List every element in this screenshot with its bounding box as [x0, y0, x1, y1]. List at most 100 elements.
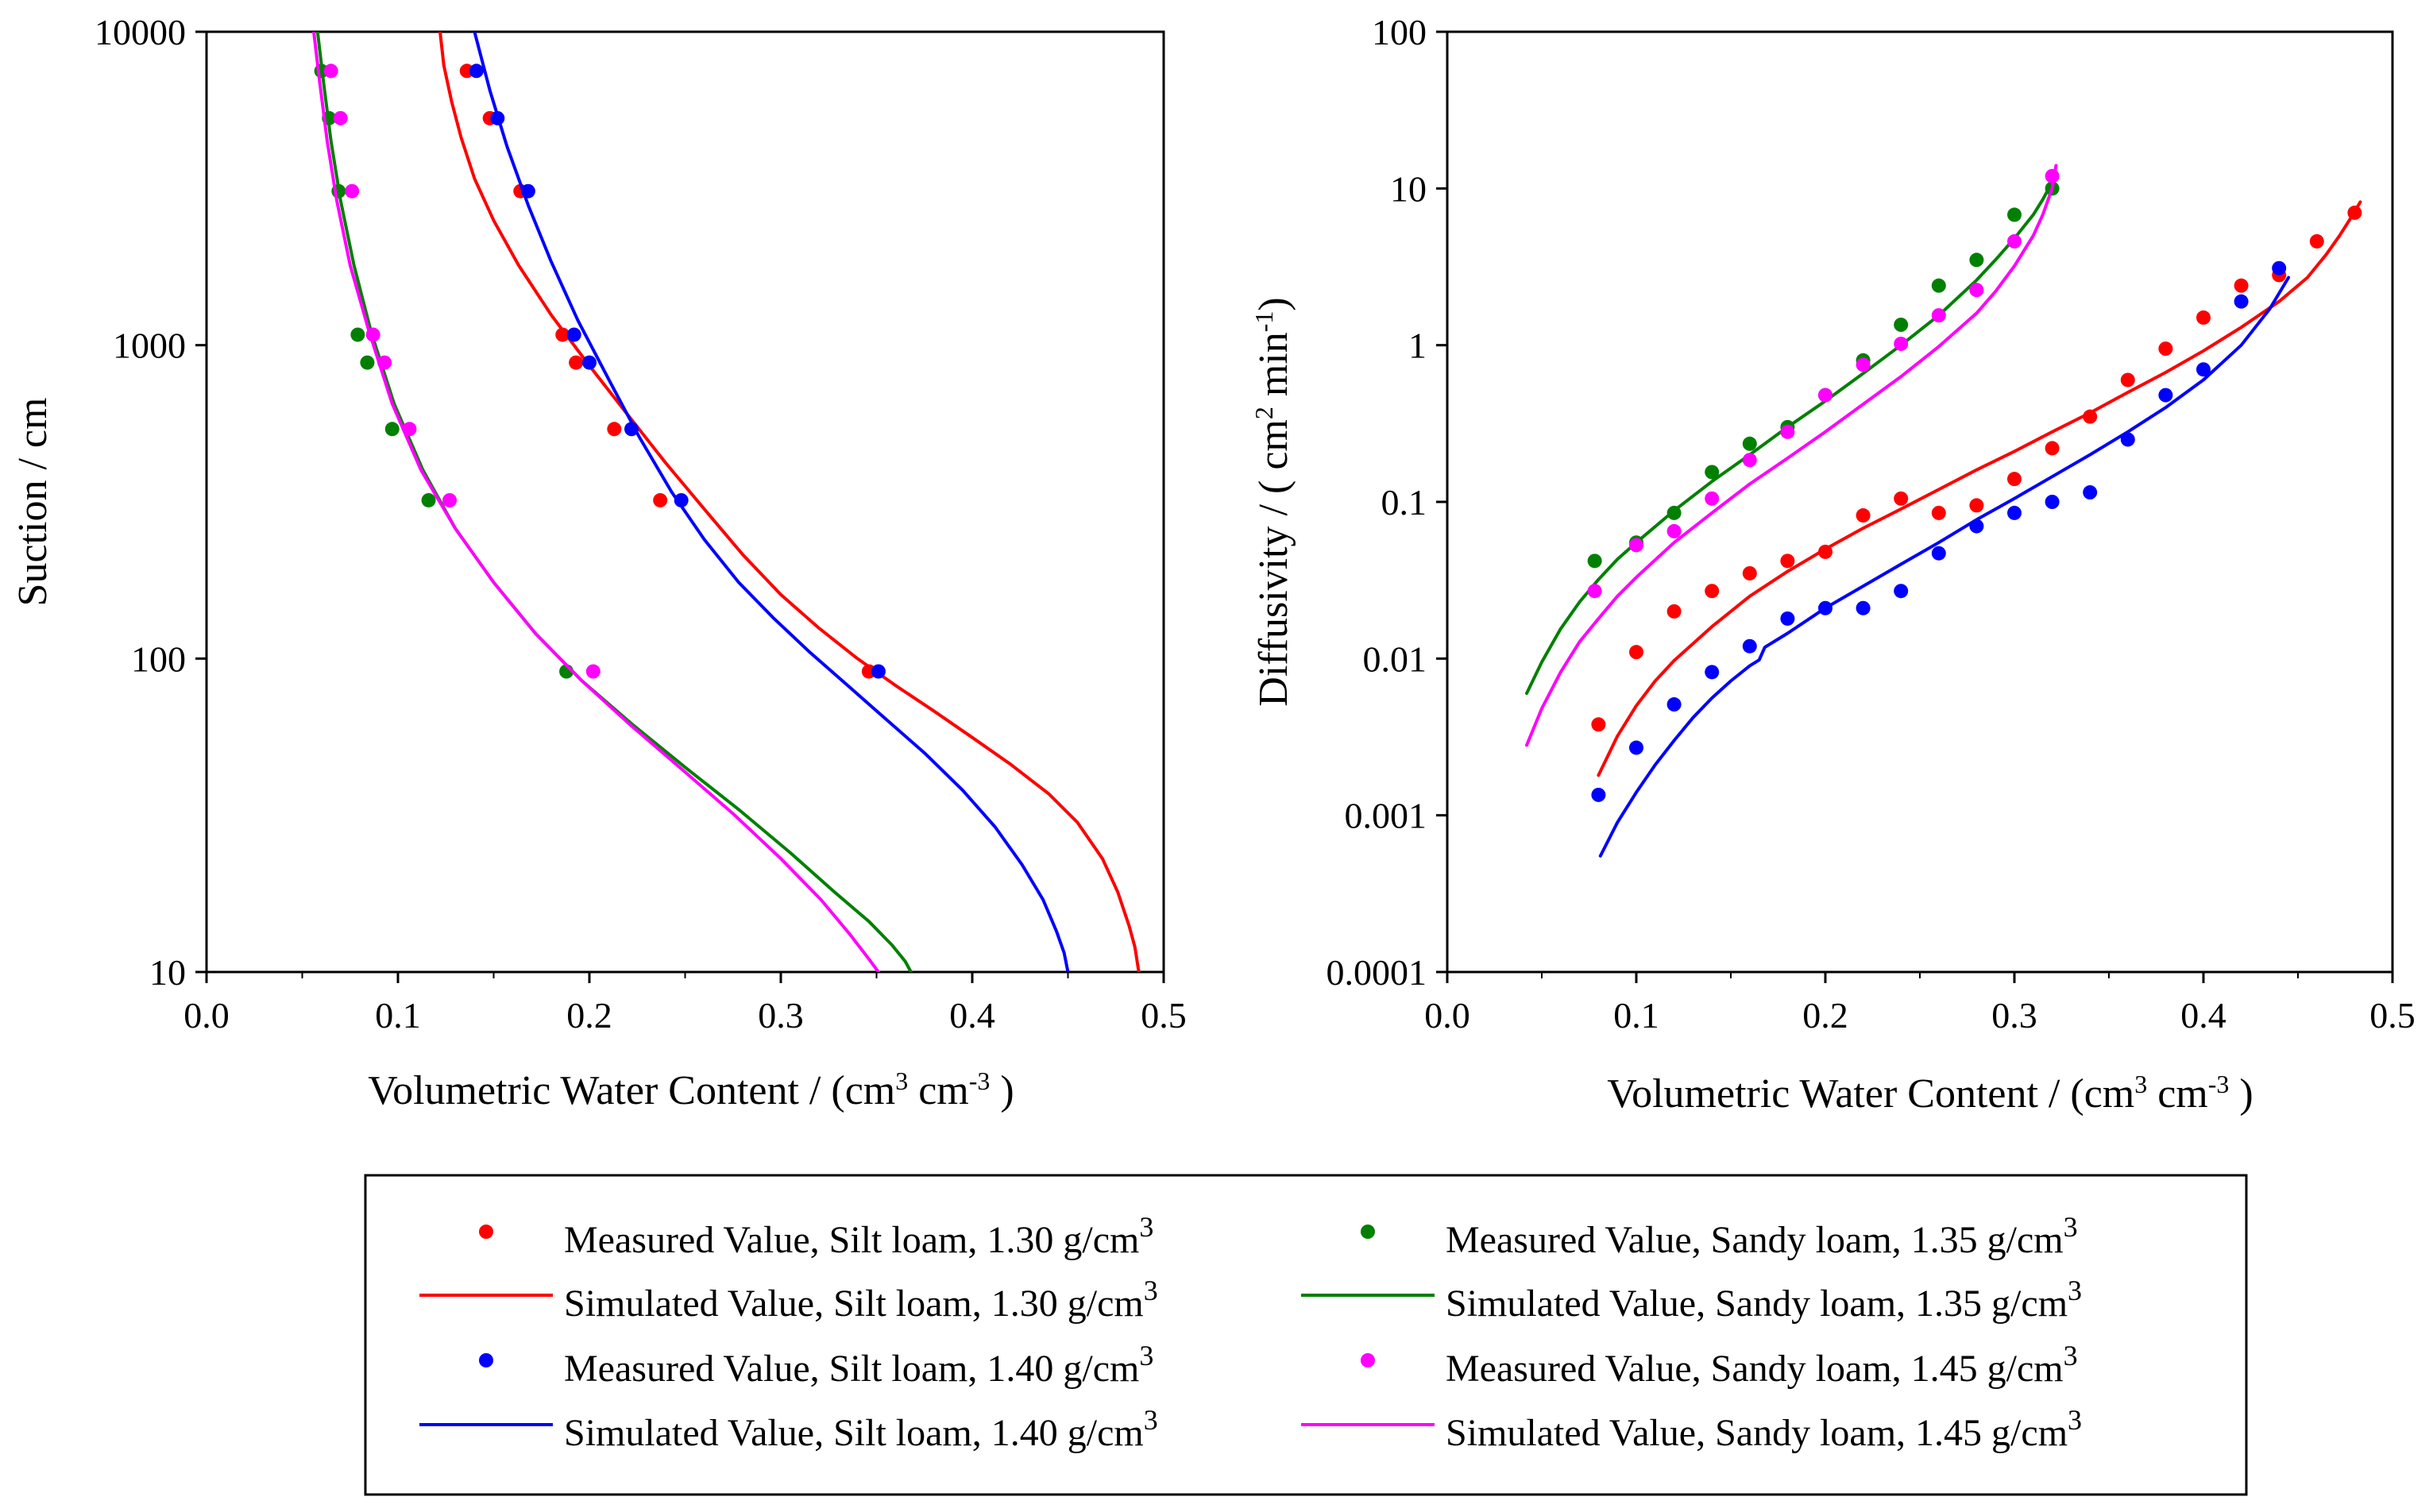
left-x-tick-label: 0.3	[758, 995, 804, 1036]
right-y-tick-label: 1	[1408, 326, 1427, 366]
right-measured-value-sandy-loam-1-45-g-cm3-point	[1894, 336, 1909, 351]
right-measured-value-silt-loam-1-30-g-cm3-point	[1969, 498, 1984, 513]
left-measured-value-silt-loam-1-30-g-cm3-point	[607, 422, 622, 437]
legend-measured-value-sandy-loam-1-45-g-cm-label: Measured Value, Sandy loam, 1.45 g/cm3	[1446, 1340, 2078, 1390]
right-measured-value-silt-loam-1-30-g-cm3-point	[1780, 554, 1795, 569]
left-x-tick-label: 0.4	[949, 995, 995, 1036]
left-axis-ticks: 0.0 0.1 0.2 0.3 0.4 0.5 10 100 1000 10000	[95, 12, 1187, 1036]
right-measured-value-silt-loam-1-40-g-cm3-point	[1591, 787, 1606, 802]
left-y-tick-label: 10	[149, 952, 186, 993]
legend-simulated-value-silt-loam-1-30-g-cm-label: Simulated Value, Silt loam, 1.30 g/cm3	[564, 1275, 1158, 1325]
right-measured-value-sandy-loam-1-35-g-cm3-point	[1587, 554, 1602, 569]
right-measured-value-sandy-loam-1-45-g-cm3-point	[1742, 453, 1757, 468]
right-y-tick-label: 0.01	[1363, 638, 1427, 679]
right-measured-value-silt-loam-1-30-g-cm3-point	[1931, 505, 1946, 520]
left-simulated-value-silt-loam-1-30-g-cm3-line	[438, 32, 1141, 972]
left-measured-value-sandy-loam-1-45-g-cm3-point	[585, 664, 601, 679]
right-measured-value-silt-loam-1-40-g-cm3-point	[2272, 260, 2287, 276]
right-measured-value-silt-loam-1-40-g-cm3-point	[1705, 665, 1720, 680]
left-measured-value-sandy-loam-1-35-g-cm3-point	[384, 422, 400, 437]
right-simulated-value-silt-loam-1-30-g-cm3-line	[1597, 200, 2362, 777]
right-axis-ticks: 0.0 0.1 0.2 0.3 0.4 0.5 0.0001 0.001 0.01 0.1 1 10 1…	[1327, 12, 2416, 1036]
legend-simulated-value-silt-loam-1-40-g-cm-label: Simulated Value, Silt loam, 1.40 g/cm3	[564, 1404, 1158, 1454]
left-measured-value-sandy-loam-1-45-g-cm3-point	[333, 110, 348, 125]
right-y-tick-label: 0.001	[1345, 796, 1427, 836]
right-measured-value-silt-loam-1-40-g-cm3-point	[2196, 362, 2211, 377]
right-chart-marks	[1525, 164, 2362, 858]
right-x-tick-label: 0.4	[2180, 995, 2226, 1036]
left-simulated-value-sandy-loam-1-45-g-cm3-line	[312, 32, 880, 972]
right-x-tick-label: 0.0	[1424, 995, 1470, 1036]
legend-simulated-value-sandy-loam-1-45-g-cm-label: Simulated Value, Sandy loam, 1.45 g/cm3	[1446, 1404, 2082, 1454]
left-measured-value-silt-loam-1-30-g-cm3-point	[569, 355, 584, 370]
legend-measured-value-silt-loam-1-30-g-cm-marker	[479, 1225, 493, 1239]
right-chart-panel: 0.0 0.1 0.2 0.3 0.4 0.5 0.0001 0.001 0.01 0.1 1 10 1…	[1249, 12, 2416, 1117]
right-measured-value-silt-loam-1-40-g-cm3-point	[2007, 505, 2022, 520]
left-y-axis-title: Suction / cm	[10, 398, 56, 607]
right-measured-value-sandy-loam-1-45-g-cm3-point	[1969, 283, 1984, 298]
right-measured-value-sandy-loam-1-35-g-cm3-point	[1969, 253, 1984, 268]
right-measured-value-silt-loam-1-40-g-cm3-point	[1666, 697, 1682, 712]
legend-measured-value-sandy-loam-1-35-g-cm-marker	[1361, 1225, 1375, 1239]
right-measured-value-silt-loam-1-30-g-cm3-point	[2158, 341, 2173, 357]
left-chart-panel: 0.0 0.1 0.2 0.3 0.4 0.5 10 100 1000 10000 Volumet…	[10, 12, 1187, 1113]
right-measured-value-silt-loam-1-30-g-cm3-point	[1629, 645, 1643, 660]
left-measured-value-sandy-loam-1-45-g-cm3-point	[323, 64, 338, 79]
right-measured-value-sandy-loam-1-35-g-cm3-point	[2007, 207, 2022, 222]
legend-measured-value-sandy-loam-1-45-g-cm-marker	[1361, 1353, 1375, 1367]
right-measured-value-silt-loam-1-30-g-cm3-point	[2045, 441, 2060, 456]
left-y-tick-label: 100	[131, 638, 186, 679]
right-measured-value-sandy-loam-1-45-g-cm3-point	[1666, 523, 1682, 538]
left-measured-value-sandy-loam-1-45-g-cm3-point	[345, 183, 360, 199]
left-measured-value-sandy-loam-1-35-g-cm3-point	[421, 492, 436, 507]
right-x-axis-title: Volumetric Water Content / (cm3 cm-3 )	[1607, 1070, 2253, 1117]
left-measured-value-sandy-loam-1-35-g-cm3-point	[360, 355, 375, 370]
right-measured-value-silt-loam-1-30-g-cm3-point	[1856, 508, 1871, 523]
left-chart-marks	[312, 32, 1141, 972]
left-x-tick-label: 0.0	[183, 995, 230, 1036]
right-measured-value-sandy-loam-1-45-g-cm3-point	[1931, 308, 1946, 323]
left-measured-value-sandy-loam-1-35-g-cm3-point	[350, 327, 365, 342]
right-measured-value-silt-loam-1-40-g-cm3-point	[2158, 388, 2173, 403]
right-measured-value-silt-loam-1-30-g-cm3-point	[2309, 233, 2324, 249]
right-measured-value-sandy-loam-1-45-g-cm3-point	[1780, 424, 1795, 439]
right-measured-value-sandy-loam-1-45-g-cm3-point	[2007, 233, 2022, 249]
right-y-tick-label: 10	[1390, 168, 1427, 209]
right-measured-value-silt-loam-1-40-g-cm3-point	[2083, 485, 2098, 500]
legend-measured-value-sandy-loam-1-35-g-cm-label: Measured Value, Sandy loam, 1.35 g/cm3	[1446, 1211, 2078, 1261]
left-measured-value-silt-loam-1-30-g-cm3-point	[555, 327, 570, 342]
right-x-tick-label: 0.5	[2369, 995, 2416, 1036]
legend-frame	[364, 1174, 2248, 1496]
legend-simulated-value-sandy-loam-1-35-g-cm-label: Simulated Value, Sandy loam, 1.35 g/cm3	[1446, 1275, 2082, 1325]
right-y-axis-title: Diffusivity / ( cm2 min-1)	[1249, 297, 1296, 706]
right-simulated-value-silt-loam-1-40-g-cm3-line	[1598, 276, 2291, 858]
right-measured-value-sandy-loam-1-35-g-cm3-point	[1705, 465, 1720, 480]
right-measured-value-silt-loam-1-40-g-cm3-point	[2120, 432, 2135, 447]
legend-measured-value-silt-loam-1-40-g-cm-label: Measured Value, Silt loam, 1.40 g/cm3	[564, 1340, 1153, 1390]
right-measured-value-silt-loam-1-40-g-cm3-point	[1894, 584, 1909, 599]
left-x-tick-label: 0.1	[375, 995, 421, 1036]
left-x-tick-label: 0.2	[566, 995, 612, 1036]
left-y-tick-label: 1000	[113, 326, 186, 366]
right-measured-value-silt-loam-1-30-g-cm3-point	[1894, 491, 1909, 506]
right-measured-value-sandy-loam-1-45-g-cm3-point	[1705, 491, 1720, 506]
right-measured-value-silt-loam-1-30-g-cm3-point	[2120, 372, 2135, 388]
right-measured-value-silt-loam-1-40-g-cm3-point	[2045, 495, 2060, 509]
left-y-tick-label: 10000	[95, 12, 186, 52]
right-measured-value-sandy-loam-1-35-g-cm3-point	[1894, 317, 1909, 332]
left-measured-value-silt-loam-1-40-g-cm3-point	[582, 355, 597, 370]
left-simulated-value-silt-loam-1-40-g-cm3-line	[473, 32, 1070, 972]
left-measured-value-silt-loam-1-40-g-cm3-point	[624, 422, 639, 437]
right-y-tick-label: 0.0001	[1327, 952, 1427, 993]
legend-measured-value-silt-loam-1-30-g-cm-label: Measured Value, Silt loam, 1.30 g/cm3	[564, 1211, 1153, 1261]
right-measured-value-silt-loam-1-30-g-cm3-point	[1591, 717, 1606, 732]
left-measured-value-silt-loam-1-40-g-cm3-point	[871, 664, 886, 679]
legend-items: Measured Value, Silt loam, 1.30 g/cm3 Mea…	[419, 1211, 2082, 1454]
right-measured-value-silt-loam-1-40-g-cm3-point	[1742, 638, 1757, 654]
right-measured-value-silt-loam-1-30-g-cm3-point	[1705, 584, 1720, 599]
legend-measured-value-silt-loam-1-40-g-cm-marker	[479, 1353, 493, 1367]
legend: Measured Value, Silt loam, 1.30 g/cm3 Mea…	[364, 1174, 2248, 1496]
right-measured-value-sandy-loam-1-45-g-cm3-point	[1587, 584, 1602, 599]
left-measured-value-silt-loam-1-30-g-cm3-point	[653, 492, 668, 507]
